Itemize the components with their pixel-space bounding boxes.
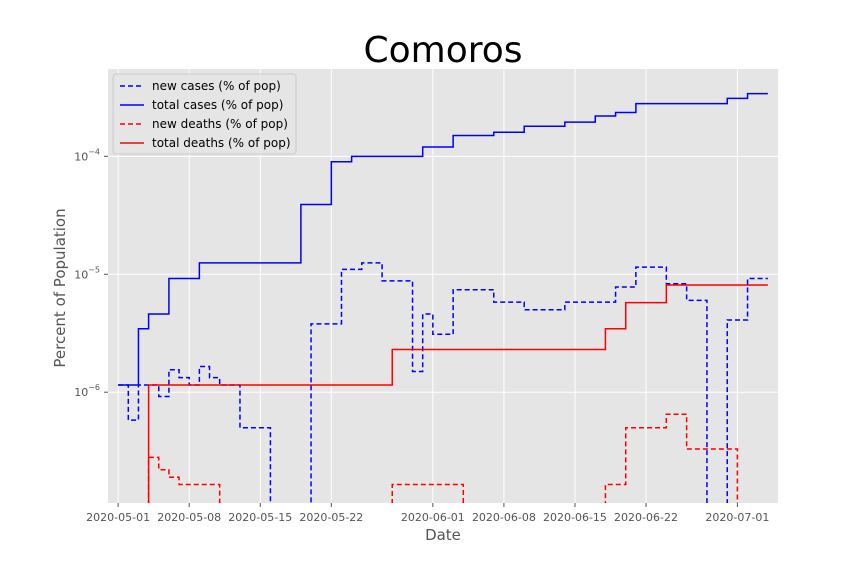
y-tick-exponent: −5 [88, 265, 100, 274]
series-line-total-deaths [147, 284, 768, 503]
y-axis-ticks: 10−610−510−4 [74, 147, 108, 399]
legend-box [112, 73, 297, 155]
x-axis-label: Date [425, 526, 461, 544]
y-tick-exponent: −6 [88, 383, 100, 392]
x-axis-ticks: 2020-05-01 2020-05-08 2020-05-15 2020-05-22… [86, 503, 769, 524]
series-line-new-deaths [147, 413, 739, 503]
x-tick-label: 2020-05-01 [86, 511, 150, 524]
y-tick-label: 10−6 [74, 383, 100, 399]
y-tick-base: 10 [74, 386, 88, 399]
legend-label-new-cases: new cases (% of pop) [152, 79, 281, 93]
x-tick-label: 2020-06-15 [543, 511, 607, 524]
x-tick-label: 2020-05-22 [299, 511, 363, 524]
series-line-new-cases [118, 262, 768, 503]
chart-title: Comoros [363, 30, 522, 71]
legend: new cases (% of pop) total cases (% of p… [112, 73, 297, 155]
x-tick-label: 2020-06-01 [401, 511, 465, 524]
x-tick-label: 2020-06-08 [472, 511, 536, 524]
series-new-cases [118, 262, 768, 503]
x-tick-label: 2020-05-08 [157, 511, 221, 524]
y-tick-label: 10−5 [74, 265, 100, 281]
x-tick-label: 2020-07-01 [705, 511, 769, 524]
series-new-deaths [147, 413, 739, 503]
y-tick-exponent: −4 [88, 147, 100, 156]
x-tick-label: 2020-05-15 [228, 511, 292, 524]
series-total-cases [118, 92, 768, 386]
y-tick-label: 10−4 [74, 147, 100, 163]
series-layer [118, 92, 768, 503]
legend-label-total-deaths: total deaths (% of pop) [152, 136, 291, 150]
series-total-deaths [147, 284, 768, 503]
y-tick-base: 10 [74, 268, 88, 281]
legend-label-new-deaths: new deaths (% of pop) [152, 117, 288, 131]
x-tick-label: 2020-06-22 [614, 511, 678, 524]
y-axis-label: Percent of Population [51, 208, 69, 367]
legend-label-total-cases: total cases (% of pop) [152, 98, 283, 112]
series-line-total-cases [118, 92, 768, 386]
y-tick-base: 10 [74, 150, 88, 163]
gridlines [108, 69, 778, 503]
